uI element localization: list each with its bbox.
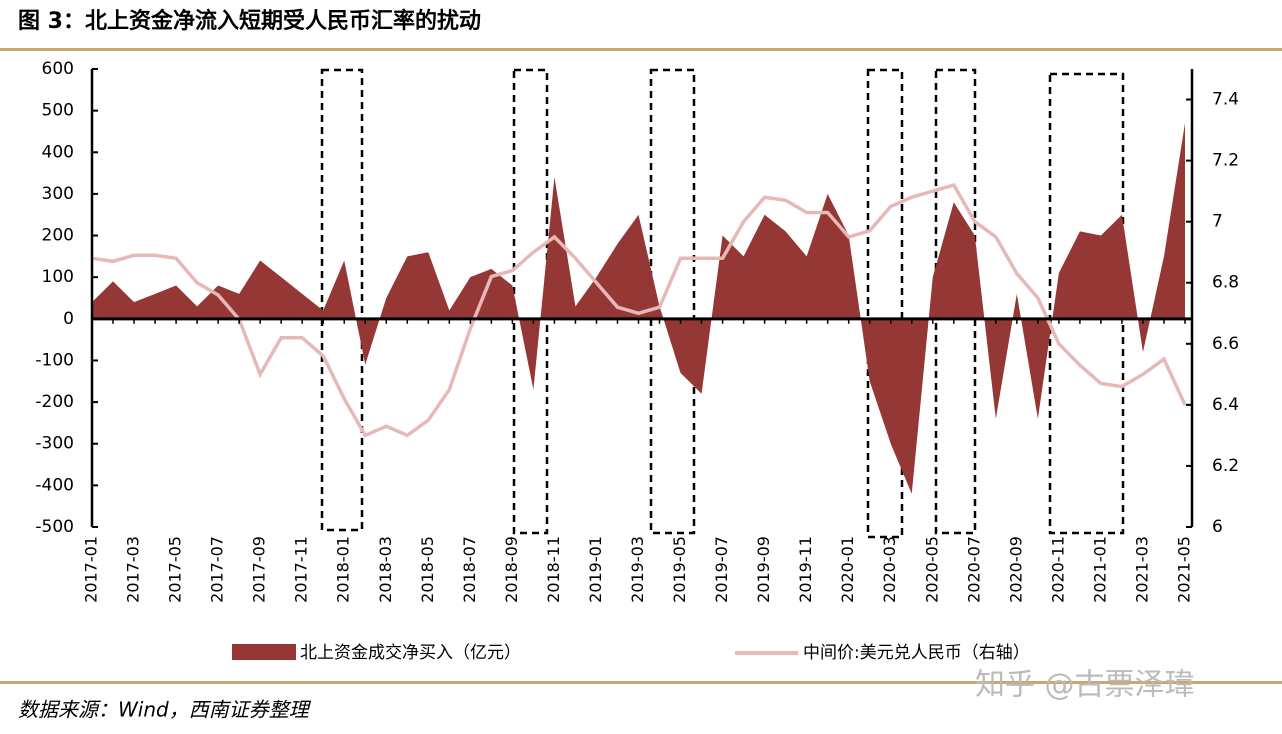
watermark: 知乎 @古票泽瑋: [975, 668, 1195, 703]
x-tick-label: 2017-07: [208, 536, 227, 603]
y-tick-label: 0: [63, 309, 74, 329]
x-tick-label: 2018-07: [460, 536, 479, 603]
source: 数据来源：Wind，西南证券整理: [18, 698, 312, 722]
x-tick-label: 2020-03: [880, 536, 899, 603]
legend-label: 中间价:美元兑人民币（右轴）: [803, 643, 1030, 663]
x-tick-label: 2018-01: [334, 536, 353, 603]
x-tick-label: 2019-11: [796, 536, 815, 603]
y-tick-label: 400: [42, 142, 74, 162]
x-tick-label: 2017-03: [124, 536, 143, 603]
x-tick-label: 2017-11: [292, 536, 311, 603]
legend-swatch: [232, 644, 296, 660]
chart-title: 图 3：北上资金净流入短期受人民币汇率的扰动: [18, 8, 481, 34]
rate-line: [91, 182, 1187, 438]
x-tick-label: 2017-09: [250, 536, 269, 603]
y-tick-label: -500: [35, 517, 74, 537]
x-tick-label: 2017-01: [82, 536, 101, 603]
y2-tick-label: 6.2: [1212, 456, 1239, 476]
x-tick-label: 2019-07: [712, 536, 731, 603]
x-tick-label: 2018-05: [418, 536, 437, 603]
x-tick-label: 2018-09: [502, 536, 521, 603]
y-tick-label: -100: [35, 350, 74, 370]
y-tick-label: -300: [35, 434, 74, 454]
highlight-box: [320, 68, 364, 532]
x-tick-label: 2020-11: [1048, 536, 1067, 603]
x-tick-label: 2019-09: [754, 536, 773, 603]
y2-tick-label: 7: [1212, 212, 1223, 232]
x-tick-label: 2020-09: [1006, 536, 1025, 603]
y-tick-label: 300: [42, 184, 74, 204]
highlight-box: [512, 68, 549, 535]
y-tick-label: 600: [42, 59, 74, 79]
net-buy-area: [92, 123, 1185, 494]
x-tick-label: 2019-03: [628, 536, 647, 603]
x-tick-label: 2021-03: [1132, 536, 1151, 603]
highlight-box: [866, 68, 904, 539]
y-tick-label: 200: [42, 226, 74, 246]
x-tick-label: 2020-07: [964, 536, 983, 603]
y2-tick-label: 7.2: [1212, 151, 1239, 171]
y2-tick-label: 6.8: [1212, 273, 1239, 293]
x-tick-label: 2017-05: [166, 536, 185, 603]
y-tick-label: -400: [35, 475, 74, 495]
y-tick-label: -200: [35, 392, 74, 412]
top-rule: [0, 48, 1282, 51]
y2-tick-label: 6.6: [1212, 334, 1239, 354]
x-tick-label: 2018-03: [376, 536, 395, 603]
x-tick-label: 2020-05: [922, 536, 941, 603]
y2-tick-label: 7.4: [1212, 90, 1239, 110]
x-tick-label: 2020-01: [838, 536, 857, 603]
y-tick-label: 100: [42, 267, 74, 287]
x-tick-label: 2018-11: [544, 536, 563, 603]
x-tick-label: 2019-01: [586, 536, 605, 603]
legend-label: 北上资金成交净买入（亿元）: [300, 643, 521, 663]
y2-tick-label: 6.4: [1212, 395, 1239, 415]
x-tick-label: 2021-01: [1090, 536, 1109, 603]
y2-tick-label: 6: [1212, 517, 1223, 537]
x-tick-label: 2021-05: [1175, 536, 1194, 603]
bottom-rule: [0, 681, 1282, 684]
y-tick-label: 500: [42, 101, 74, 121]
x-tick-label: 2019-05: [670, 536, 689, 603]
